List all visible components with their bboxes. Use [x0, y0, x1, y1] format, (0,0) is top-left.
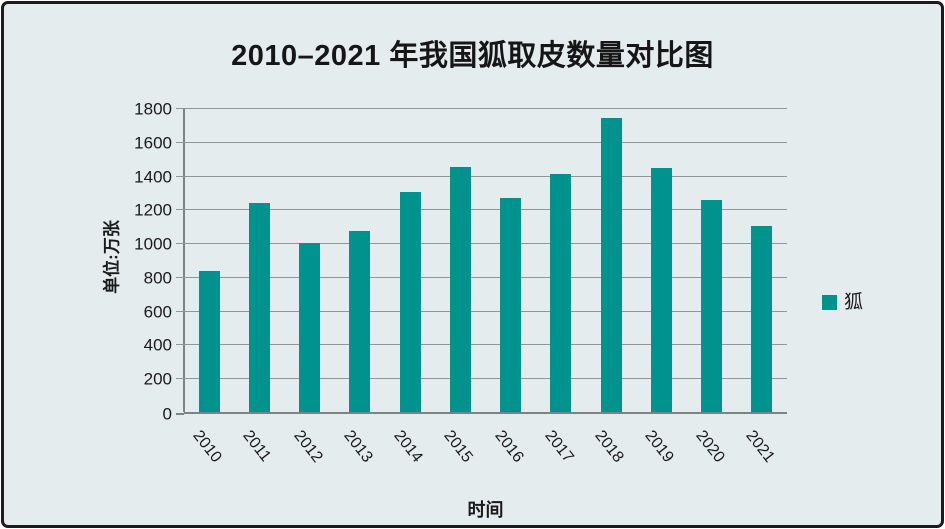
y-tick: [176, 276, 184, 278]
y-tick: [176, 344, 184, 346]
x-tick-label-2010: 2010: [189, 427, 225, 466]
x-tick-label-2013: 2013: [340, 427, 376, 466]
gridline-1000: 1000: [134, 236, 787, 253]
y-tick-label-400: 400: [143, 335, 172, 355]
chart-title: 2010–2021 年我国狐取皮数量对比图: [231, 40, 714, 72]
y-tick-label-1000: 1000: [134, 234, 172, 254]
y-tick: [176, 310, 184, 312]
bar-2021: [751, 226, 773, 412]
y-tick-label-1600: 1600: [134, 133, 172, 153]
plot-area: 0 200 400 600 800 1000 1200 1400 1600 1800 2010 201…: [134, 101, 787, 466]
bar-2012: [299, 243, 321, 412]
y-tick: [176, 175, 184, 177]
bar-2010: [198, 270, 220, 412]
y-tick-label-1800: 1800: [134, 99, 172, 119]
x-tick-label-2018: 2018: [591, 427, 627, 466]
x-tick-label-2019: 2019: [641, 427, 678, 466]
gridline-1800: 1800: [134, 101, 787, 118]
bar-2011: [248, 202, 270, 412]
gridline-1600: 1600: [134, 134, 787, 151]
y-tick-label-200: 200: [143, 369, 172, 389]
bar-2020: [701, 200, 723, 412]
x-axis-line: 0: [163, 406, 787, 423]
bar-2014: [399, 192, 421, 412]
x-tick-label-2014: 2014: [390, 427, 426, 466]
x-axis-title: 时间: [467, 500, 504, 520]
y-axis-line: [183, 108, 185, 412]
y-tick: [176, 141, 184, 143]
x-tick-label-2015: 2015: [440, 427, 477, 466]
bar-2018: [600, 118, 622, 412]
legend: 狐: [822, 293, 863, 312]
y-tick: [176, 378, 184, 380]
x-tick-label-2020: 2020: [692, 427, 728, 466]
x-tick-label-2011: 2011: [239, 427, 275, 465]
x-tick-label-2017: 2017: [541, 427, 577, 466]
x-tick-label-2016: 2016: [491, 427, 527, 466]
y-tick-label-1200: 1200: [134, 200, 172, 220]
gridline-1400: 1400: [134, 168, 787, 185]
y-tick: [176, 108, 184, 109]
gridline-600: 600: [144, 303, 787, 320]
y-tick-label-800: 800: [143, 268, 172, 288]
bar-2016: [500, 198, 522, 412]
x-tick-label-2021: 2021: [742, 427, 778, 466]
bar-2013: [349, 231, 371, 412]
bar-2015: [449, 167, 471, 412]
legend-swatch: [822, 295, 837, 310]
x-tick-label-2012: 2012: [290, 427, 326, 466]
y-tick-label-1400: 1400: [134, 167, 172, 187]
gridline-400: 400: [144, 337, 787, 354]
bar-2019: [650, 167, 672, 412]
y-tick: [176, 413, 184, 415]
y-tick-label-600: 600: [143, 302, 172, 322]
gridline-800: 800: [144, 269, 787, 286]
y-tick: [176, 209, 184, 211]
bar-2017: [550, 173, 572, 412]
gridline-200: 200: [144, 371, 787, 388]
gridline-1200: 1200: [134, 202, 787, 219]
legend-label: 狐: [844, 292, 864, 313]
y-tick: [176, 243, 184, 245]
y-axis-title: 单位:万张: [102, 220, 122, 294]
y-tick-label-0: 0: [162, 404, 172, 424]
